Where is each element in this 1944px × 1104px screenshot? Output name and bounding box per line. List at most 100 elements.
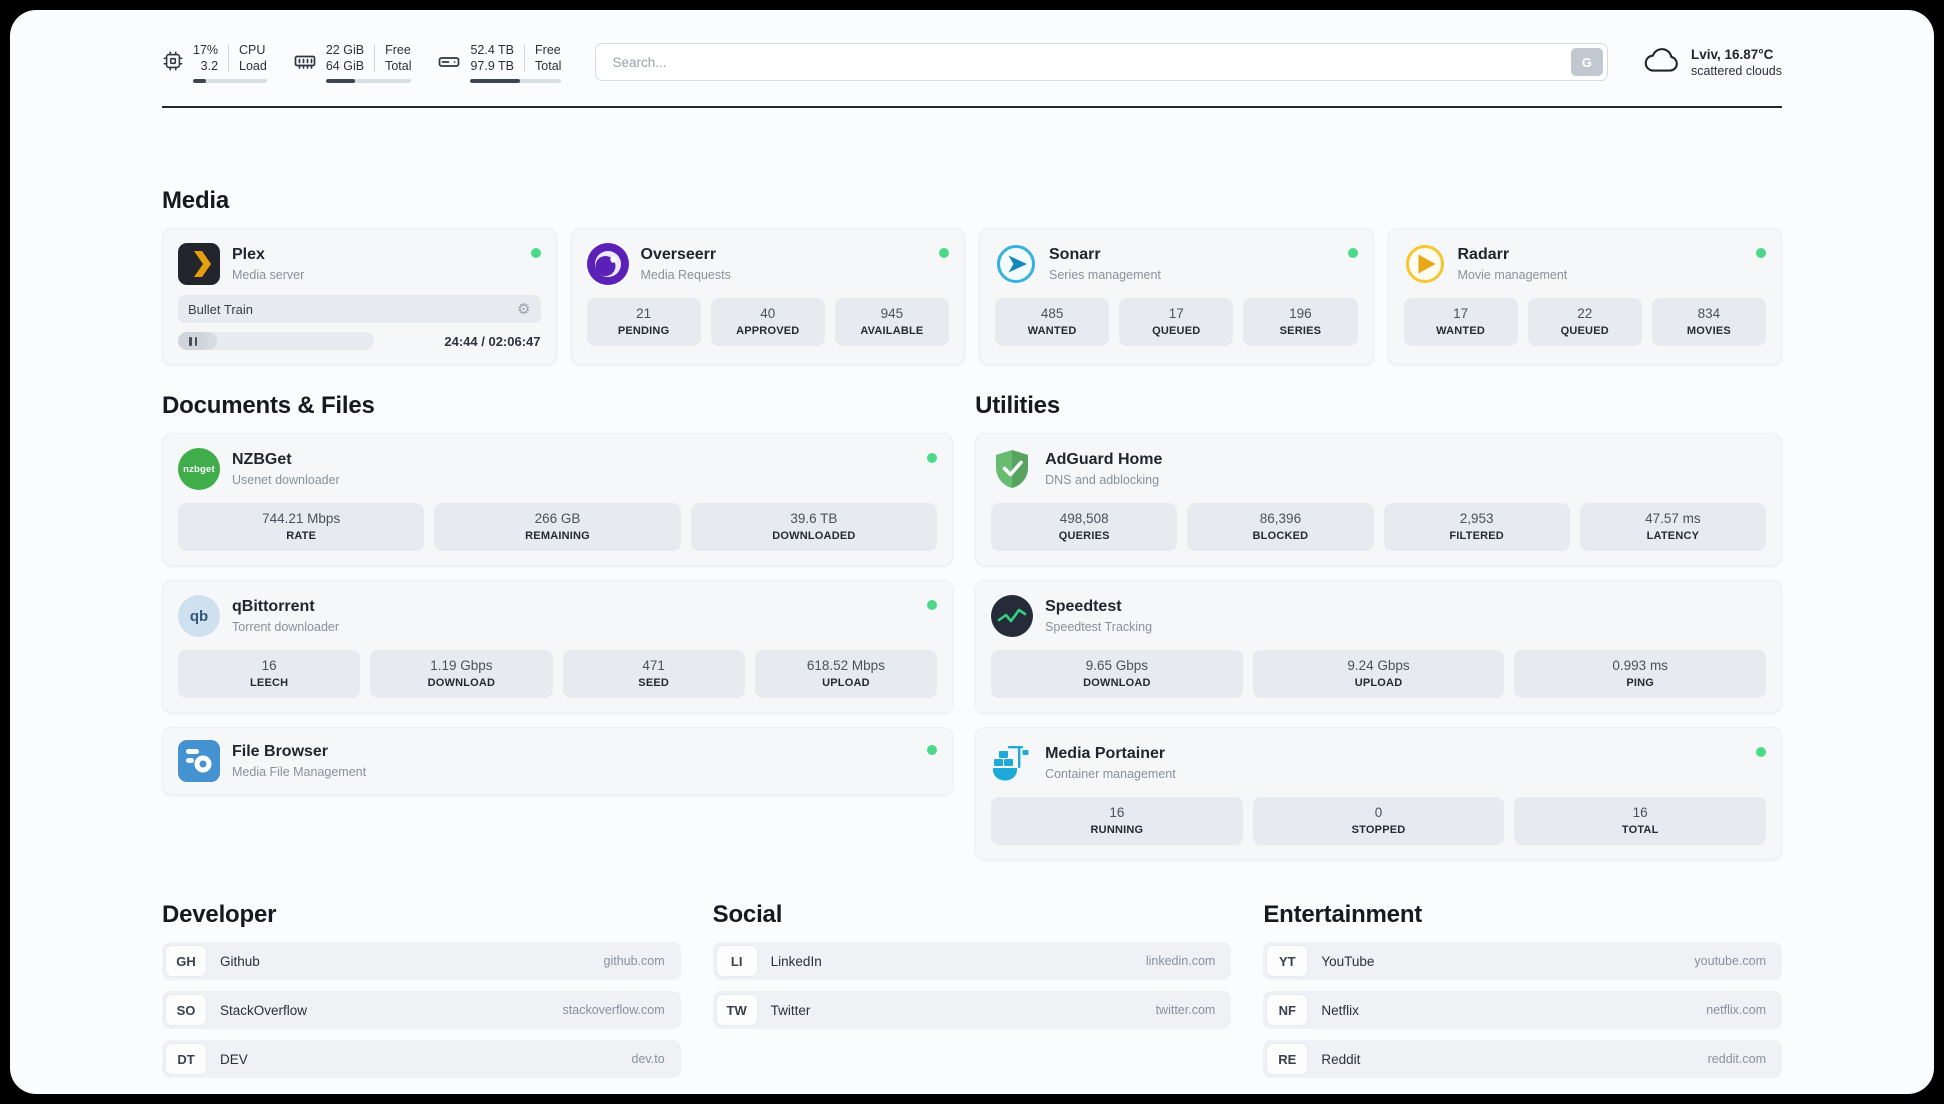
metric-divider (228, 43, 230, 72)
stat-label: WANTED (1027, 325, 1077, 337)
qbittorrent-icon: qb (178, 595, 220, 637)
bookmark-dev[interactable]: DT DEV dev.to (162, 1040, 681, 1078)
header-divider (162, 106, 1782, 108)
stat-tile: 834 MOVIES (1651, 298, 1767, 346)
stat-value: 0.993 ms (1612, 658, 1668, 673)
stat-value: 47.57 ms (1645, 511, 1701, 526)
stat-tile: 40 APPROVED (710, 298, 825, 346)
weather-location: Lviv, 16.87°C (1690, 46, 1774, 62)
cpu-usage-bar (193, 78, 267, 83)
bookmark-name: Netflix (1321, 1002, 1359, 1018)
playback-progress-bar[interactable] (178, 332, 374, 350)
bookmark-reddit[interactable]: RE Reddit reddit.com (1263, 1040, 1782, 1078)
metric-divider (524, 43, 526, 72)
nzbget-card[interactable]: nzbget NZBGet Usenet downloader 744.21 M… (162, 433, 954, 566)
stat-value: 485 (1040, 306, 1064, 321)
top-bar: 17% 3.2 CPU Load (162, 38, 1782, 86)
media-section-title: Media (162, 187, 230, 214)
bookmark-name: Twitter (770, 1002, 811, 1018)
disk-metric: 52.4 TB 97.9 TB Free Total (437, 42, 562, 83)
disk-total-label: Total (535, 58, 562, 73)
cpu-label: CPU (239, 42, 266, 57)
cpu-load-label: Load (239, 58, 267, 73)
status-dot-online (927, 600, 938, 610)
stat-value: 1.19 Gbps (430, 658, 493, 673)
cpu-chip-icon (162, 50, 184, 72)
stat-tile: 485 WANTED (995, 298, 1110, 346)
sonarr-card[interactable]: Sonarr Series management 485 WANTED 17 Q… (979, 228, 1374, 365)
bookmark-name: YouTube (1321, 953, 1375, 969)
filebrowser-card[interactable]: File Browser Media File Management (162, 727, 954, 795)
speedtest-card[interactable]: Speedtest Speedtest Tracking 9.65 Gbps D… (975, 580, 1782, 713)
stat-value: 21 (636, 306, 652, 321)
overseerr-card[interactable]: Overseerr Media Requests 21 PENDING 40 A… (570, 228, 965, 365)
stat-label: STOPPED (1351, 824, 1406, 836)
bookmark-stackoverflow[interactable]: SO StackOverflow stackoverflow.com (162, 991, 681, 1029)
bookmark-url: linkedin.com (1145, 954, 1216, 968)
search-input[interactable] (610, 53, 1571, 71)
stat-label: DOWNLOAD (1083, 677, 1151, 689)
bookmark-url: reddit.com (1707, 1052, 1766, 1066)
gear-icon[interactable]: ⚙ (517, 300, 531, 318)
bookmark-name: DEV (220, 1051, 248, 1067)
bookmark-youtube[interactable]: YT YouTube youtube.com (1263, 942, 1782, 980)
disk-free-value: 52.4 TB (470, 42, 515, 57)
bookmark-github[interactable]: GH Github github.com (162, 942, 681, 980)
stat-value: 17 (1168, 306, 1184, 321)
stat-label: PING (1626, 677, 1655, 689)
stat-value: 266 GB (534, 511, 581, 526)
stat-tile: 47.57 ms LATENCY (1579, 503, 1767, 551)
stat-label: APPROVED (736, 325, 800, 337)
app-name: NZBGet (232, 451, 292, 468)
stat-label: BLOCKED (1252, 530, 1309, 542)
stat-label: QUEUED (1152, 325, 1201, 337)
stat-value: 834 (1697, 306, 1721, 321)
ram-free-label: Free (385, 42, 411, 57)
stat-value: 9.24 Gbps (1347, 658, 1410, 673)
stat-value: 0 (1374, 805, 1383, 820)
pause-button[interactable] (178, 332, 208, 350)
metric-divider (374, 43, 376, 72)
bookmark-url: stackoverflow.com (562, 1003, 665, 1017)
bookmarks-section: Developer GH Github github.com SO StackO… (162, 900, 1782, 1078)
stat-label: QUERIES (1058, 530, 1110, 542)
radarr-card[interactable]: Radarr Movie management 17 WANTED 22 QUE… (1387, 228, 1782, 365)
stat-label: RUNNING (1090, 824, 1144, 836)
bookmark-netflix[interactable]: NF Netflix netflix.com (1263, 991, 1782, 1029)
app-name: Radarr (1457, 246, 1510, 263)
stat-label: SEED (638, 677, 670, 689)
social-group: Social LI LinkedIn linkedin.com TW Twitt… (712, 900, 1232, 1078)
ram-usage-bar (325, 78, 412, 83)
qbittorrent-card[interactable]: qb qBittorrent Torrent downloader 16 LEE… (162, 580, 954, 713)
app-description: DNS and adblocking (1045, 473, 1160, 487)
stat-label: DOWNLOAD (427, 677, 496, 689)
adguard-card[interactable]: AdGuard Home DNS and adblocking 498,508 … (975, 433, 1782, 566)
stat-value: 86,396 (1259, 511, 1302, 526)
stat-label: MOVIES (1686, 325, 1731, 337)
stat-tile: 16 LEECH (178, 650, 361, 698)
stat-label: TOTAL (1621, 824, 1659, 836)
app-description: Container management (1045, 767, 1176, 781)
search-box[interactable]: G (595, 43, 1608, 81)
stat-tile: 22 QUEUED (1527, 298, 1642, 346)
stat-tile: 17 WANTED (1403, 298, 1518, 346)
app-name: Overseerr (640, 246, 717, 263)
utilities-section-title: Utilities (975, 392, 1060, 419)
status-dot-online (927, 453, 938, 463)
disk-total-value: 97.9 TB (470, 58, 515, 73)
stat-label: DOWNLOADED (772, 530, 856, 542)
search-provider-badge[interactable]: G (1570, 48, 1603, 76)
app-description: Movie management (1457, 268, 1568, 282)
stat-label: REMAINING (525, 530, 590, 542)
entertainment-section-title: Entertainment (1263, 901, 1423, 928)
app-description: Series management (1049, 268, 1161, 282)
stat-label: PENDING (617, 325, 670, 337)
portainer-card[interactable]: Media Portainer Container management 16 … (975, 727, 1782, 860)
bookmark-linkedin[interactable]: LI LinkedIn linkedin.com (712, 942, 1232, 980)
bookmark-twitter[interactable]: TW Twitter twitter.com (712, 991, 1232, 1029)
speedtest-icon (991, 595, 1034, 637)
bookmark-abbr: NF (1267, 995, 1308, 1025)
bookmark-abbr: RE (1267, 1044, 1308, 1074)
plex-card[interactable]: Plex Media server Bullet Train ⚙ (162, 228, 557, 365)
plex-icon (178, 243, 220, 285)
